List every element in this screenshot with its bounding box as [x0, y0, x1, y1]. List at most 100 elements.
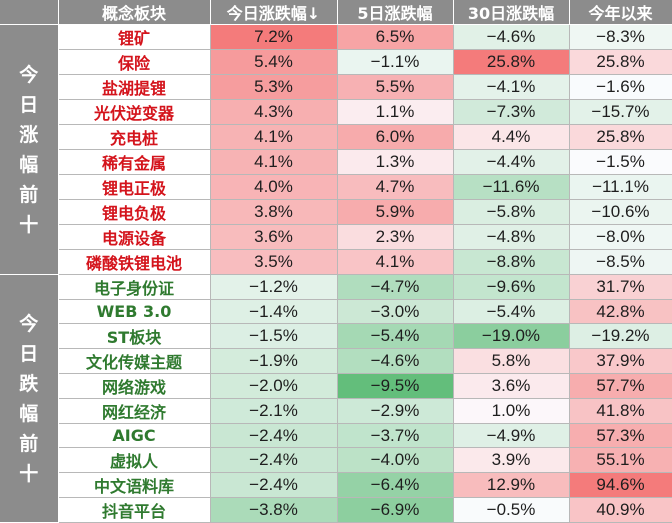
5day-change-cell: 6.5% — [337, 24, 454, 50]
sector-name[interactable]: 保险 — [58, 49, 211, 75]
sector-name[interactable]: ST板块 — [58, 323, 211, 349]
5day-change-cell: −3.0% — [337, 299, 454, 324]
ytd-change-cell: 25.8% — [569, 124, 672, 150]
today-change-cell: 5.4% — [210, 49, 338, 75]
table-row[interactable]: 光伏逆变器 4.3% 1.1% −7.3% −15.7% — [0, 99, 672, 125]
5day-change-cell: 4.7% — [337, 174, 454, 200]
today-change-cell: −2.1% — [210, 398, 338, 424]
ytd-change-cell: 57.3% — [569, 423, 672, 448]
ytd-change-cell: −8.5% — [569, 249, 672, 275]
group-label-top-gainers: 今日涨幅前十 — [0, 24, 59, 275]
table-row[interactable]: 保险 5.4% −1.1% 25.8% 25.8% — [0, 49, 672, 75]
30day-change-cell: −7.3% — [453, 99, 570, 125]
sector-name[interactable]: 充电桩 — [58, 124, 211, 150]
sector-name[interactable]: AIGC — [58, 423, 211, 448]
table-row[interactable]: 今日涨幅前十锂矿 7.2% 6.5% −4.6% −8.3% — [0, 24, 672, 275]
header-ytd-change[interactable]: 今年以来 — [569, 0, 672, 25]
30day-change-cell: −11.6% — [453, 174, 570, 200]
30day-change-cell: 5.8% — [453, 348, 570, 374]
table-body: 今日涨幅前十锂矿 7.2% 6.5% −4.6% −8.3% 保险 5.4% −1.1% 25.… — [0, 24, 672, 523]
ytd-change-cell: 31.7% — [569, 274, 672, 300]
30day-change-cell: −4.1% — [453, 74, 570, 100]
table-row[interactable]: 虚拟人 −2.4% −4.0% 3.9% 55.1% — [0, 447, 672, 473]
table-row[interactable]: 锂电正极 4.0% 4.7% −11.6% −11.1% — [0, 174, 672, 200]
sector-name[interactable]: 锂电正极 — [58, 174, 211, 200]
sector-name[interactable]: 磷酸铁锂电池 — [58, 249, 211, 275]
ytd-change-cell: 37.9% — [569, 348, 672, 374]
table-row[interactable]: 网络游戏 −2.0% −9.5% 3.6% 57.7% — [0, 373, 672, 399]
group-label-char: 跌 — [19, 372, 39, 395]
30day-change-cell: −0.5% — [453, 497, 570, 523]
sector-name[interactable]: 网络游戏 — [58, 373, 211, 399]
header-5day-change[interactable]: 5日涨跌幅 — [337, 0, 454, 25]
30day-change-cell: −4.9% — [453, 423, 570, 448]
table-row[interactable]: 充电桩 4.1% 6.0% 4.4% 25.8% — [0, 124, 672, 150]
5day-change-cell: −5.4% — [337, 323, 454, 349]
table-row[interactable]: 网红经济 −2.1% −2.9% 1.0% 41.8% — [0, 398, 672, 424]
sector-name[interactable]: 盐湖提锂 — [58, 74, 211, 100]
sector-name[interactable]: 抖音平台 — [58, 497, 211, 523]
today-change-cell: −1.4% — [210, 299, 338, 324]
today-change-cell: 4.1% — [210, 124, 338, 150]
today-change-cell: 4.0% — [210, 174, 338, 200]
ytd-change-cell: −1.5% — [569, 149, 672, 175]
table-row[interactable]: 磷酸铁锂电池 3.5% 4.1% −8.8% −8.5% — [0, 249, 672, 275]
today-change-cell: 3.8% — [210, 199, 338, 225]
ytd-change-cell: −19.2% — [569, 323, 672, 349]
sector-name[interactable]: 电源设备 — [58, 224, 211, 250]
group-label-char: 前 — [19, 183, 39, 206]
5day-change-cell: 5.9% — [337, 199, 454, 225]
30day-change-cell: −4.6% — [453, 24, 570, 50]
30day-change-cell: −19.0% — [453, 323, 570, 349]
5day-change-cell: −4.7% — [337, 274, 454, 300]
30day-change-cell: 25.8% — [453, 49, 570, 75]
table-row[interactable]: 电源设备 3.6% 2.3% −4.8% −8.0% — [0, 224, 672, 250]
header-30day-change[interactable]: 30日涨跌幅 — [453, 0, 570, 25]
sector-name[interactable]: 网红经济 — [58, 398, 211, 424]
sector-name[interactable]: WEB 3.0 — [58, 299, 211, 324]
5day-change-cell: −4.0% — [337, 447, 454, 473]
sector-name[interactable]: 锂矿 — [58, 24, 211, 50]
table-row[interactable]: 今日跌幅前十电子身份证 −1.2% −4.7% −9.6% 31.7% — [0, 274, 672, 523]
header-row: 概念板块 今日涨跌幅↓ 5日涨跌幅 30日涨跌幅 今年以来 — [0, 0, 672, 25]
ytd-change-cell: −8.3% — [569, 24, 672, 50]
table-row[interactable]: 稀有金属 4.1% 1.3% −4.4% −1.5% — [0, 149, 672, 175]
5day-change-cell: 4.1% — [337, 249, 454, 275]
table-row[interactable]: 盐湖提锂 5.3% 5.5% −4.1% −1.6% — [0, 74, 672, 100]
sector-name[interactable]: 锂电负极 — [58, 199, 211, 225]
sector-name[interactable]: 文化传媒主题 — [58, 348, 211, 374]
table-row[interactable]: 文化传媒主题 −1.9% −4.6% 5.8% 37.9% — [0, 348, 672, 374]
today-change-cell: −1.2% — [210, 274, 338, 300]
today-change-cell: −1.9% — [210, 348, 338, 374]
group-label-char: 今 — [19, 63, 39, 86]
table-row[interactable]: 中文语料库 −2.4% −6.4% 12.9% 94.6% — [0, 472, 672, 498]
sector-name[interactable]: 稀有金属 — [58, 149, 211, 175]
table-row[interactable]: 抖音平台 −3.8% −6.9% −0.5% 40.9% — [0, 497, 672, 523]
group-label-char: 十 — [19, 462, 39, 485]
5day-change-cell: 1.3% — [337, 149, 454, 175]
header-today-change-sorted[interactable]: 今日涨跌幅↓ — [210, 0, 338, 25]
table-row[interactable]: ST板块 −1.5% −5.4% −19.0% −19.2% — [0, 323, 672, 349]
sector-name[interactable]: 电子身份证 — [58, 274, 211, 300]
today-change-cell: 7.2% — [210, 24, 338, 50]
group-label-char: 涨 — [19, 123, 39, 146]
group-label-char: 十 — [19, 213, 39, 236]
sector-name[interactable]: 虚拟人 — [58, 447, 211, 473]
table-row[interactable]: AIGC −2.4% −3.7% −4.9% 57.3% — [0, 423, 672, 448]
sector-name[interactable]: 中文语料库 — [58, 472, 211, 498]
today-change-cell: 5.3% — [210, 74, 338, 100]
today-change-cell: −2.4% — [210, 423, 338, 448]
5day-change-cell: −6.9% — [337, 497, 454, 523]
table-row[interactable]: WEB 3.0 −1.4% −3.0% −5.4% 42.8% — [0, 299, 672, 324]
30day-change-cell: 4.4% — [453, 124, 570, 150]
sector-name[interactable]: 光伏逆变器 — [58, 99, 211, 125]
5day-change-cell: −4.6% — [337, 348, 454, 374]
today-change-cell: 4.3% — [210, 99, 338, 125]
header-sector-name[interactable]: 概念板块 — [58, 0, 211, 25]
table-row[interactable]: 锂电负极 3.8% 5.9% −5.8% −10.6% — [0, 199, 672, 225]
5day-change-cell: 5.5% — [337, 74, 454, 100]
5day-change-cell: 2.3% — [337, 224, 454, 250]
today-change-cell: −2.4% — [210, 447, 338, 473]
